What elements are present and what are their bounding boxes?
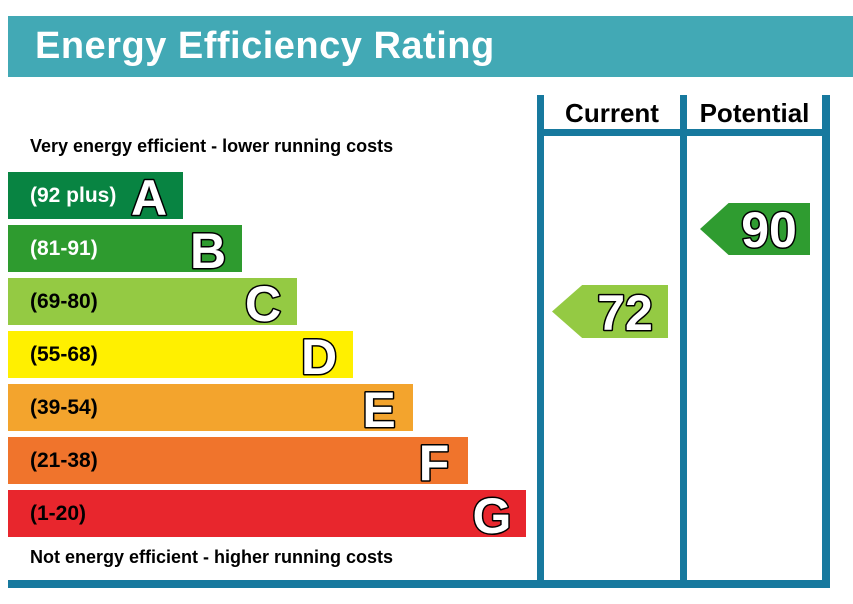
potential-column-header: Potential [699,98,810,128]
chart-bottom-border [8,580,830,588]
band-letter: A [129,168,168,227]
band-row-c: (69-80) C [8,274,297,333]
current-rating-value: 72 [596,285,655,341]
band-letter: G [471,486,513,545]
band-letter: C [243,274,282,333]
band-row-e: (39-54) E [8,380,413,439]
potential-rating-value: 90 [740,202,799,258]
band-letter: B [188,221,227,280]
band-row-d: (55-68) D [8,327,353,386]
band-letter: D [299,327,338,386]
band-letter: F [417,433,451,492]
band-row-g: (1-20) G [8,486,526,545]
column-header-underline [537,129,830,136]
band-range-label: (69-80) [30,289,98,313]
band-range-label: (92 plus) [30,183,117,207]
current-column-header: Current [565,98,659,128]
svg-text:G: G [473,488,512,544]
band-row-b: (81-91) B [8,221,242,280]
current-column-left-border [537,95,544,588]
title-bar: Energy Efficiency Rating [8,16,853,77]
band-letter: E [361,380,397,439]
bottom-caption: Not energy efficient - higher running co… [30,547,394,567]
band-range-label: (39-54) [30,395,98,419]
band-range-label: (21-38) [30,448,98,472]
column-divider [680,95,687,588]
svg-text:72: 72 [597,285,653,341]
top-caption: Very energy efficient - lower running co… [30,136,394,156]
svg-text:E: E [362,382,395,438]
svg-text:D: D [301,329,337,385]
band-range-label: (81-91) [30,236,98,260]
svg-text:90: 90 [741,202,797,258]
current-rating-arrow: 72 [552,285,668,338]
band-row-a: (92 plus) A [8,168,183,227]
svg-text:B: B [190,223,226,279]
band-range-label: (55-68) [30,342,98,366]
chart-title: Energy Efficiency Rating [35,25,495,67]
band-range-label: (1-20) [30,501,87,525]
potential-rating-arrow: 90 [700,203,810,255]
potential-column-right-border [822,95,830,588]
svg-text:F: F [419,435,450,491]
band-row-f: (21-38) F [8,433,468,492]
svg-text:C: C [245,276,281,332]
svg-text:A: A [131,170,167,226]
